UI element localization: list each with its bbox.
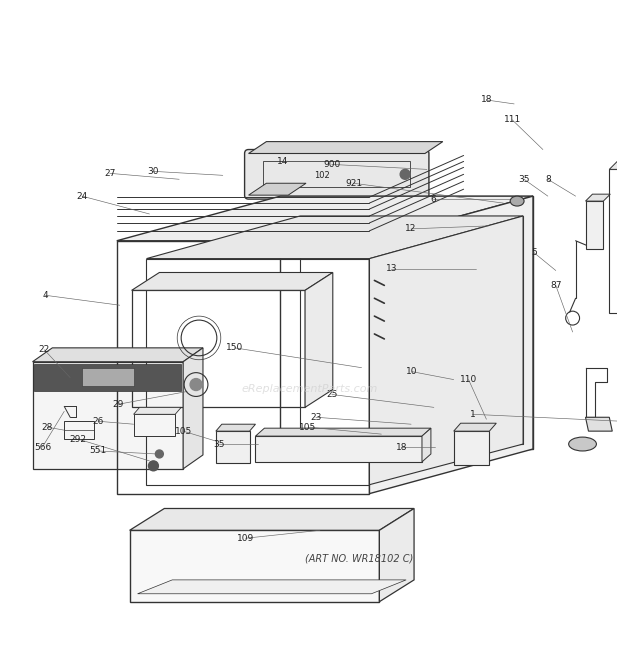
Polygon shape <box>249 141 443 153</box>
Text: 566: 566 <box>34 442 51 451</box>
Polygon shape <box>585 194 610 201</box>
Polygon shape <box>138 580 406 594</box>
Bar <box>133 414 175 436</box>
FancyBboxPatch shape <box>245 149 429 199</box>
Polygon shape <box>585 417 613 431</box>
Polygon shape <box>370 196 533 494</box>
Bar <box>32 362 183 469</box>
Circle shape <box>400 169 410 179</box>
Text: 26: 26 <box>92 416 104 426</box>
Polygon shape <box>255 428 431 436</box>
Bar <box>300 216 523 444</box>
Polygon shape <box>249 183 306 195</box>
Circle shape <box>156 450 163 458</box>
Text: 22: 22 <box>39 345 50 354</box>
Text: 6: 6 <box>430 194 436 204</box>
Text: 102: 102 <box>314 171 330 180</box>
Text: 35: 35 <box>213 440 224 449</box>
Bar <box>454 431 489 465</box>
Text: 921: 921 <box>345 178 362 188</box>
Text: 18: 18 <box>396 442 408 451</box>
Polygon shape <box>133 407 181 414</box>
Circle shape <box>148 461 158 471</box>
Text: 111: 111 <box>503 115 521 124</box>
Bar <box>280 196 533 449</box>
Ellipse shape <box>569 437 596 451</box>
Polygon shape <box>454 423 497 431</box>
Text: 28: 28 <box>42 422 53 432</box>
Bar <box>264 161 410 187</box>
Bar <box>609 169 620 313</box>
Polygon shape <box>32 348 203 362</box>
Polygon shape <box>130 508 414 530</box>
Text: 1: 1 <box>470 410 476 419</box>
Text: 110: 110 <box>460 375 477 384</box>
Polygon shape <box>183 348 203 469</box>
Polygon shape <box>216 424 255 431</box>
Text: 10: 10 <box>406 367 418 376</box>
Text: 87: 87 <box>550 281 562 290</box>
Text: 35: 35 <box>518 175 530 184</box>
Polygon shape <box>422 428 431 462</box>
Text: 30: 30 <box>148 167 159 176</box>
Polygon shape <box>131 272 333 290</box>
Text: 24: 24 <box>76 192 87 201</box>
Text: 900: 900 <box>323 160 340 169</box>
Text: 4: 4 <box>43 291 48 300</box>
Ellipse shape <box>510 196 524 206</box>
Bar <box>216 431 249 463</box>
Text: 105: 105 <box>174 426 192 436</box>
Bar <box>64 421 94 439</box>
Text: 13: 13 <box>386 264 397 273</box>
Text: 150: 150 <box>226 343 243 352</box>
Text: 109: 109 <box>237 533 254 543</box>
Bar <box>117 241 370 494</box>
Text: 12: 12 <box>405 224 417 233</box>
Polygon shape <box>146 216 523 258</box>
Text: 25: 25 <box>326 390 337 399</box>
Circle shape <box>190 379 202 391</box>
Text: 14: 14 <box>277 157 288 166</box>
Bar <box>255 436 422 462</box>
Text: 292: 292 <box>69 434 87 444</box>
Text: 551: 551 <box>89 446 107 455</box>
Polygon shape <box>609 161 620 169</box>
Text: 5: 5 <box>531 248 537 257</box>
Text: 27: 27 <box>104 169 115 178</box>
Polygon shape <box>379 508 414 602</box>
Bar <box>130 530 379 602</box>
Bar <box>146 258 370 485</box>
Polygon shape <box>370 216 523 485</box>
Bar <box>82 368 133 385</box>
Text: eReplacementParts.com: eReplacementParts.com <box>242 385 378 395</box>
Text: (ART NO. WR18102 C): (ART NO. WR18102 C) <box>306 553 414 563</box>
Text: 8: 8 <box>545 175 551 184</box>
Text: 105: 105 <box>299 422 317 432</box>
Bar <box>35 364 181 391</box>
Text: 23: 23 <box>310 412 322 422</box>
Text: 29: 29 <box>112 400 123 409</box>
Polygon shape <box>117 196 533 241</box>
Text: 18: 18 <box>480 95 492 104</box>
Bar <box>585 201 603 249</box>
Polygon shape <box>305 272 333 407</box>
Bar <box>131 290 305 407</box>
